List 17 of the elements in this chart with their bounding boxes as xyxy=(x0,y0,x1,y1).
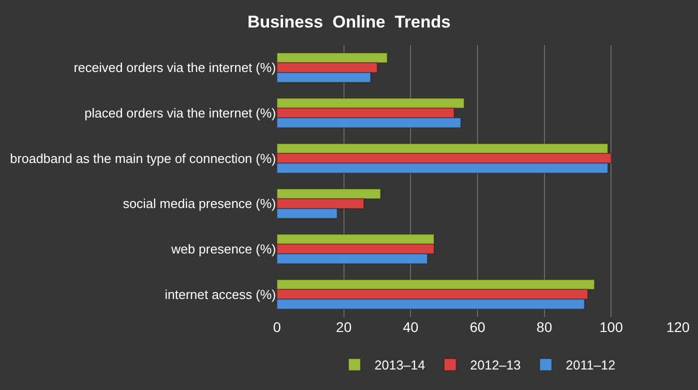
x-tick-label: 120 xyxy=(666,319,690,335)
x-tick-label: 0 xyxy=(273,319,282,335)
x-tick-label: 20 xyxy=(336,319,352,335)
chart-title: Business Online Trends xyxy=(247,12,451,32)
x-tick-label: 40 xyxy=(402,319,419,335)
x-tick-label: 100 xyxy=(599,319,624,335)
y-tick-label: web presence (%) xyxy=(170,242,276,257)
legend-label: 2011–12 xyxy=(566,358,616,373)
y-tick-label: placed orders via the internet (%) xyxy=(84,106,276,121)
legend-label: 2012–13 xyxy=(470,358,521,373)
y-tick-label: broadband as the main type of connection (%) xyxy=(10,150,276,166)
y-tick-label: internet access (%) xyxy=(164,286,276,302)
x-tick-label: 80 xyxy=(536,319,552,335)
y-tick-label: social media presence (%) xyxy=(122,196,276,212)
x-tick-label: 60 xyxy=(470,319,486,335)
y-tick-label: received orders via the internet (%) xyxy=(74,60,276,76)
legend-label: 2013–14 xyxy=(374,358,426,373)
